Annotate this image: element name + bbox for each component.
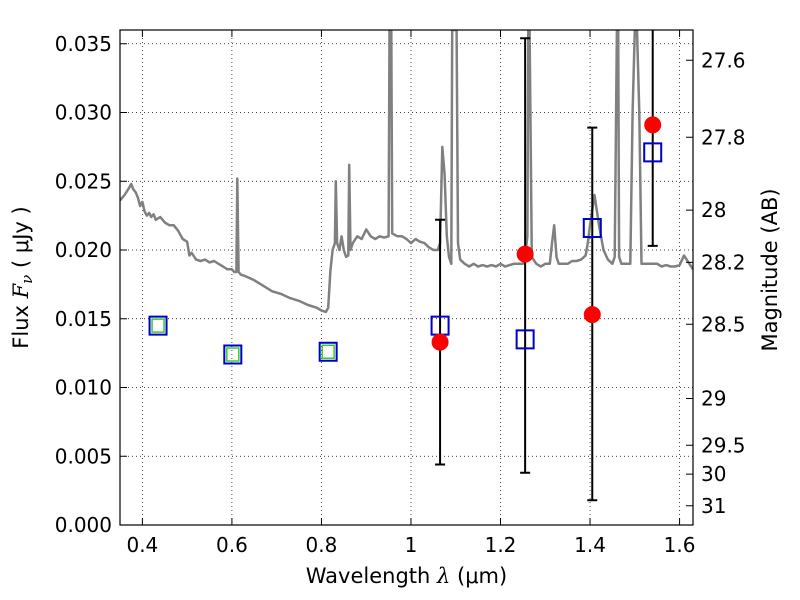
x-tick-label: 1.2 — [485, 533, 517, 557]
model-square-marker — [582, 218, 602, 238]
inner-square-marker — [321, 344, 335, 359]
model-square-marker — [515, 329, 535, 350]
model-square-marker — [148, 315, 168, 336]
right-tick-label: 27.8 — [701, 125, 746, 149]
right-tick-label: 28 — [701, 198, 726, 222]
right-tick-label: 27.6 — [701, 48, 746, 72]
y-tick-label: 0.020 — [55, 238, 112, 262]
y-tick-label: 0.030 — [55, 101, 112, 125]
x-tick-label: 0.6 — [216, 533, 248, 557]
data-markers — [148, 116, 663, 365]
right-tick-label: 30 — [701, 462, 726, 486]
spectrum-layer — [120, 30, 693, 314]
y-tick-label: 0.035 — [55, 32, 112, 56]
right-tick-label: 31 — [701, 494, 726, 518]
x-tick-label: 1.4 — [574, 533, 606, 557]
y-tick-label: 0.000 — [55, 513, 112, 537]
observed-point — [583, 306, 601, 324]
y-tick-label: 0.005 — [55, 444, 112, 468]
y-tick-label: 0.025 — [55, 169, 112, 193]
plot-frame — [119, 29, 694, 526]
y-tick-label: 0.010 — [55, 376, 112, 400]
right-tick-label: 28.2 — [701, 250, 746, 274]
axis-ticks: 0.4 0.6 0.8 1 1.2 1.4 1.6 0.000 0.005 0.010 0.015 0… — [55, 30, 746, 557]
x-tick-label: 0.4 — [126, 533, 158, 557]
right-tick-label: 28.5 — [701, 312, 746, 336]
model-square-marker — [223, 344, 243, 365]
right-tick-label: 29 — [701, 387, 726, 411]
inner-square-marker — [151, 318, 165, 333]
x-tick-label: 0.8 — [306, 533, 338, 557]
inner-square-marker — [226, 347, 240, 362]
y-axis-label: Flux Fν ( μJy ) — [9, 206, 36, 348]
grid-lines — [120, 30, 693, 526]
observed-point — [516, 245, 534, 263]
observed-point — [431, 333, 449, 351]
x-axis-label: Wavelength λ (μm) — [306, 564, 507, 588]
spectrum-line — [120, 30, 693, 314]
x-tick-label: 1.6 — [664, 533, 696, 557]
observed-point — [644, 116, 662, 134]
y-tick-label: 0.015 — [55, 307, 112, 331]
model-square-marker — [318, 341, 338, 362]
right-axis-label: Magnitude (AB) — [758, 188, 782, 351]
x-tick-label: 1 — [405, 533, 418, 557]
right-tick-label: 29.5 — [701, 433, 746, 457]
model-square-marker — [643, 142, 663, 163]
